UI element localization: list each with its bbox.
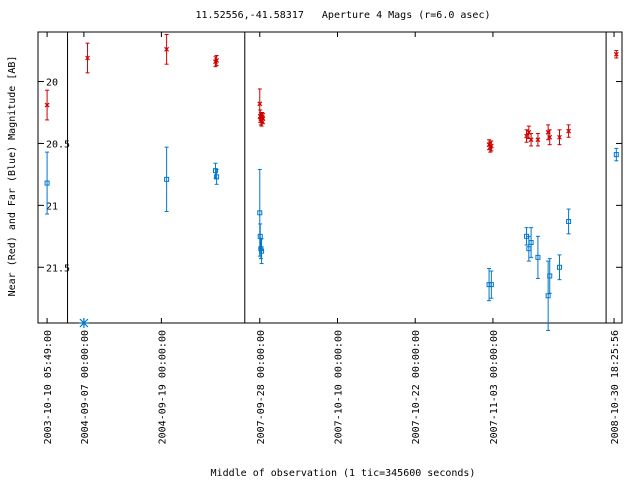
y-tick-label: 21.5 — [46, 263, 70, 274]
y-tick-label: 20 — [46, 78, 58, 89]
x-tick-label: 2004-09-07 00:00:00 — [80, 330, 91, 444]
plot-frame — [37, 31, 623, 324]
y-tick-label: 20.5 — [46, 139, 70, 150]
x-tick-label: 2007-10-10 00:00:00 — [333, 330, 344, 444]
x-tick-label: 2007-10-22 00:00:00 — [411, 330, 422, 444]
x-tick-label: 2007-09-28 00:00:00 — [256, 330, 267, 444]
y-tick-label: 21 — [46, 201, 58, 212]
x-tick-label: 2007-11-03 00:00:00 — [489, 330, 500, 444]
x-axis-label: Middle of observation (1 tic=345600 seco… — [211, 468, 476, 479]
y-axis-label: Near (Red) and Far (Blue) Magnitude [AB] — [7, 56, 18, 297]
chart-title: 11.52556,-41.58317 Aperture 4 Mags (r=6.… — [195, 10, 490, 21]
x-tick-label: 2003-10-10 05:49:00 — [43, 330, 54, 444]
x-tick-label: 2004-09-19 00:00:00 — [157, 330, 168, 444]
x-tick-label: 2008-10-30 18:25:56 — [610, 330, 621, 444]
plot-area: 20 20.5 21 21.5 2003-10-10 05:49:00 2004-09-0… — [37, 31, 623, 444]
asterisk-marker — [78, 318, 89, 328]
